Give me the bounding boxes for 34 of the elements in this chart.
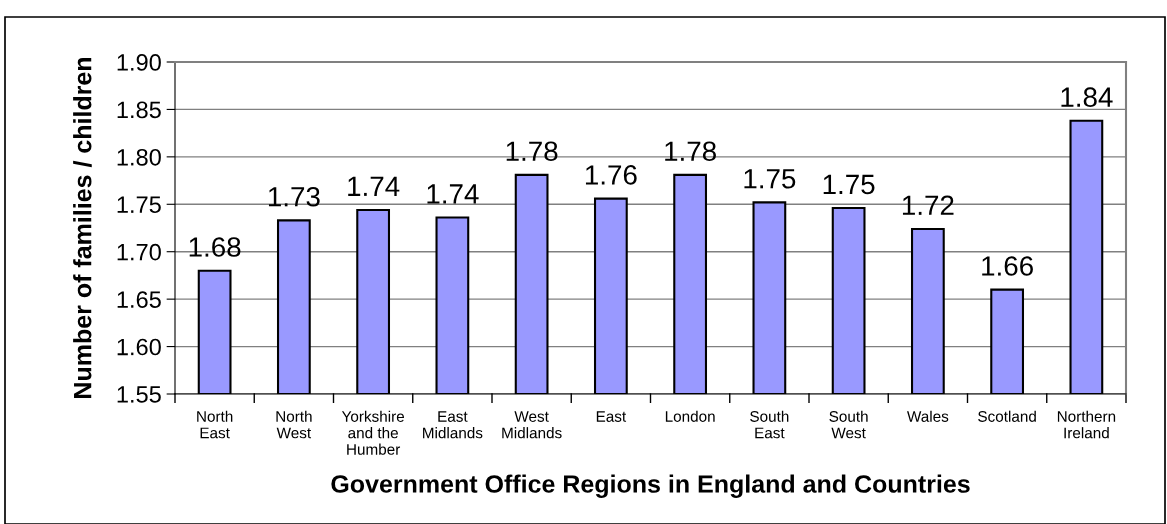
x-tick-label: Scotland: [978, 410, 1036, 422]
x-tick-label: Yorkshire and the Humber: [341, 410, 405, 455]
text: 1.75: [117, 196, 161, 214]
data-label: 1.66: [982, 256, 1033, 276]
text: 1.60: [117, 338, 161, 356]
x-tick-label: Wales: [907, 410, 949, 422]
x-axis-title: Government Office Regions in England and Countries: [331, 474, 970, 498]
data-label: 1.75: [823, 174, 875, 195]
text: 1.70: [117, 243, 161, 261]
data-label: 1.78: [506, 141, 558, 162]
x-tick-label: North West: [276, 410, 312, 439]
data-label: 1.73: [268, 186, 320, 207]
x-tick-label: North East: [197, 410, 233, 439]
data-label: 1.76: [585, 165, 637, 185]
text: 1.80: [117, 148, 161, 166]
data-label: 1.74: [348, 176, 400, 196]
x-tick-label: South West: [829, 410, 868, 439]
x-tick-label: South East: [750, 410, 789, 439]
x-tick-label: East: [596, 411, 627, 422]
text: 1.85: [117, 101, 161, 119]
data-label: 1.74: [427, 184, 479, 204]
x-tick-label: London: [665, 410, 715, 422]
x-tick-label: West Midlands: [502, 411, 562, 439]
data-label: 1.78: [665, 141, 716, 162]
y-axis-title: Number of families / children: [73, 57, 92, 398]
data-label: 1.72: [902, 195, 954, 215]
x-tick-label: Northern Ireland: [1057, 410, 1116, 439]
x-tick-label: East Midlands: [423, 411, 483, 439]
data-label: 1.75: [744, 169, 796, 189]
text: 1.55: [117, 386, 161, 403]
text: 1.65: [117, 291, 161, 308]
data-label: 1.84: [1061, 87, 1113, 107]
text: 1.90: [117, 54, 161, 71]
data-label: 1.68: [189, 237, 241, 257]
